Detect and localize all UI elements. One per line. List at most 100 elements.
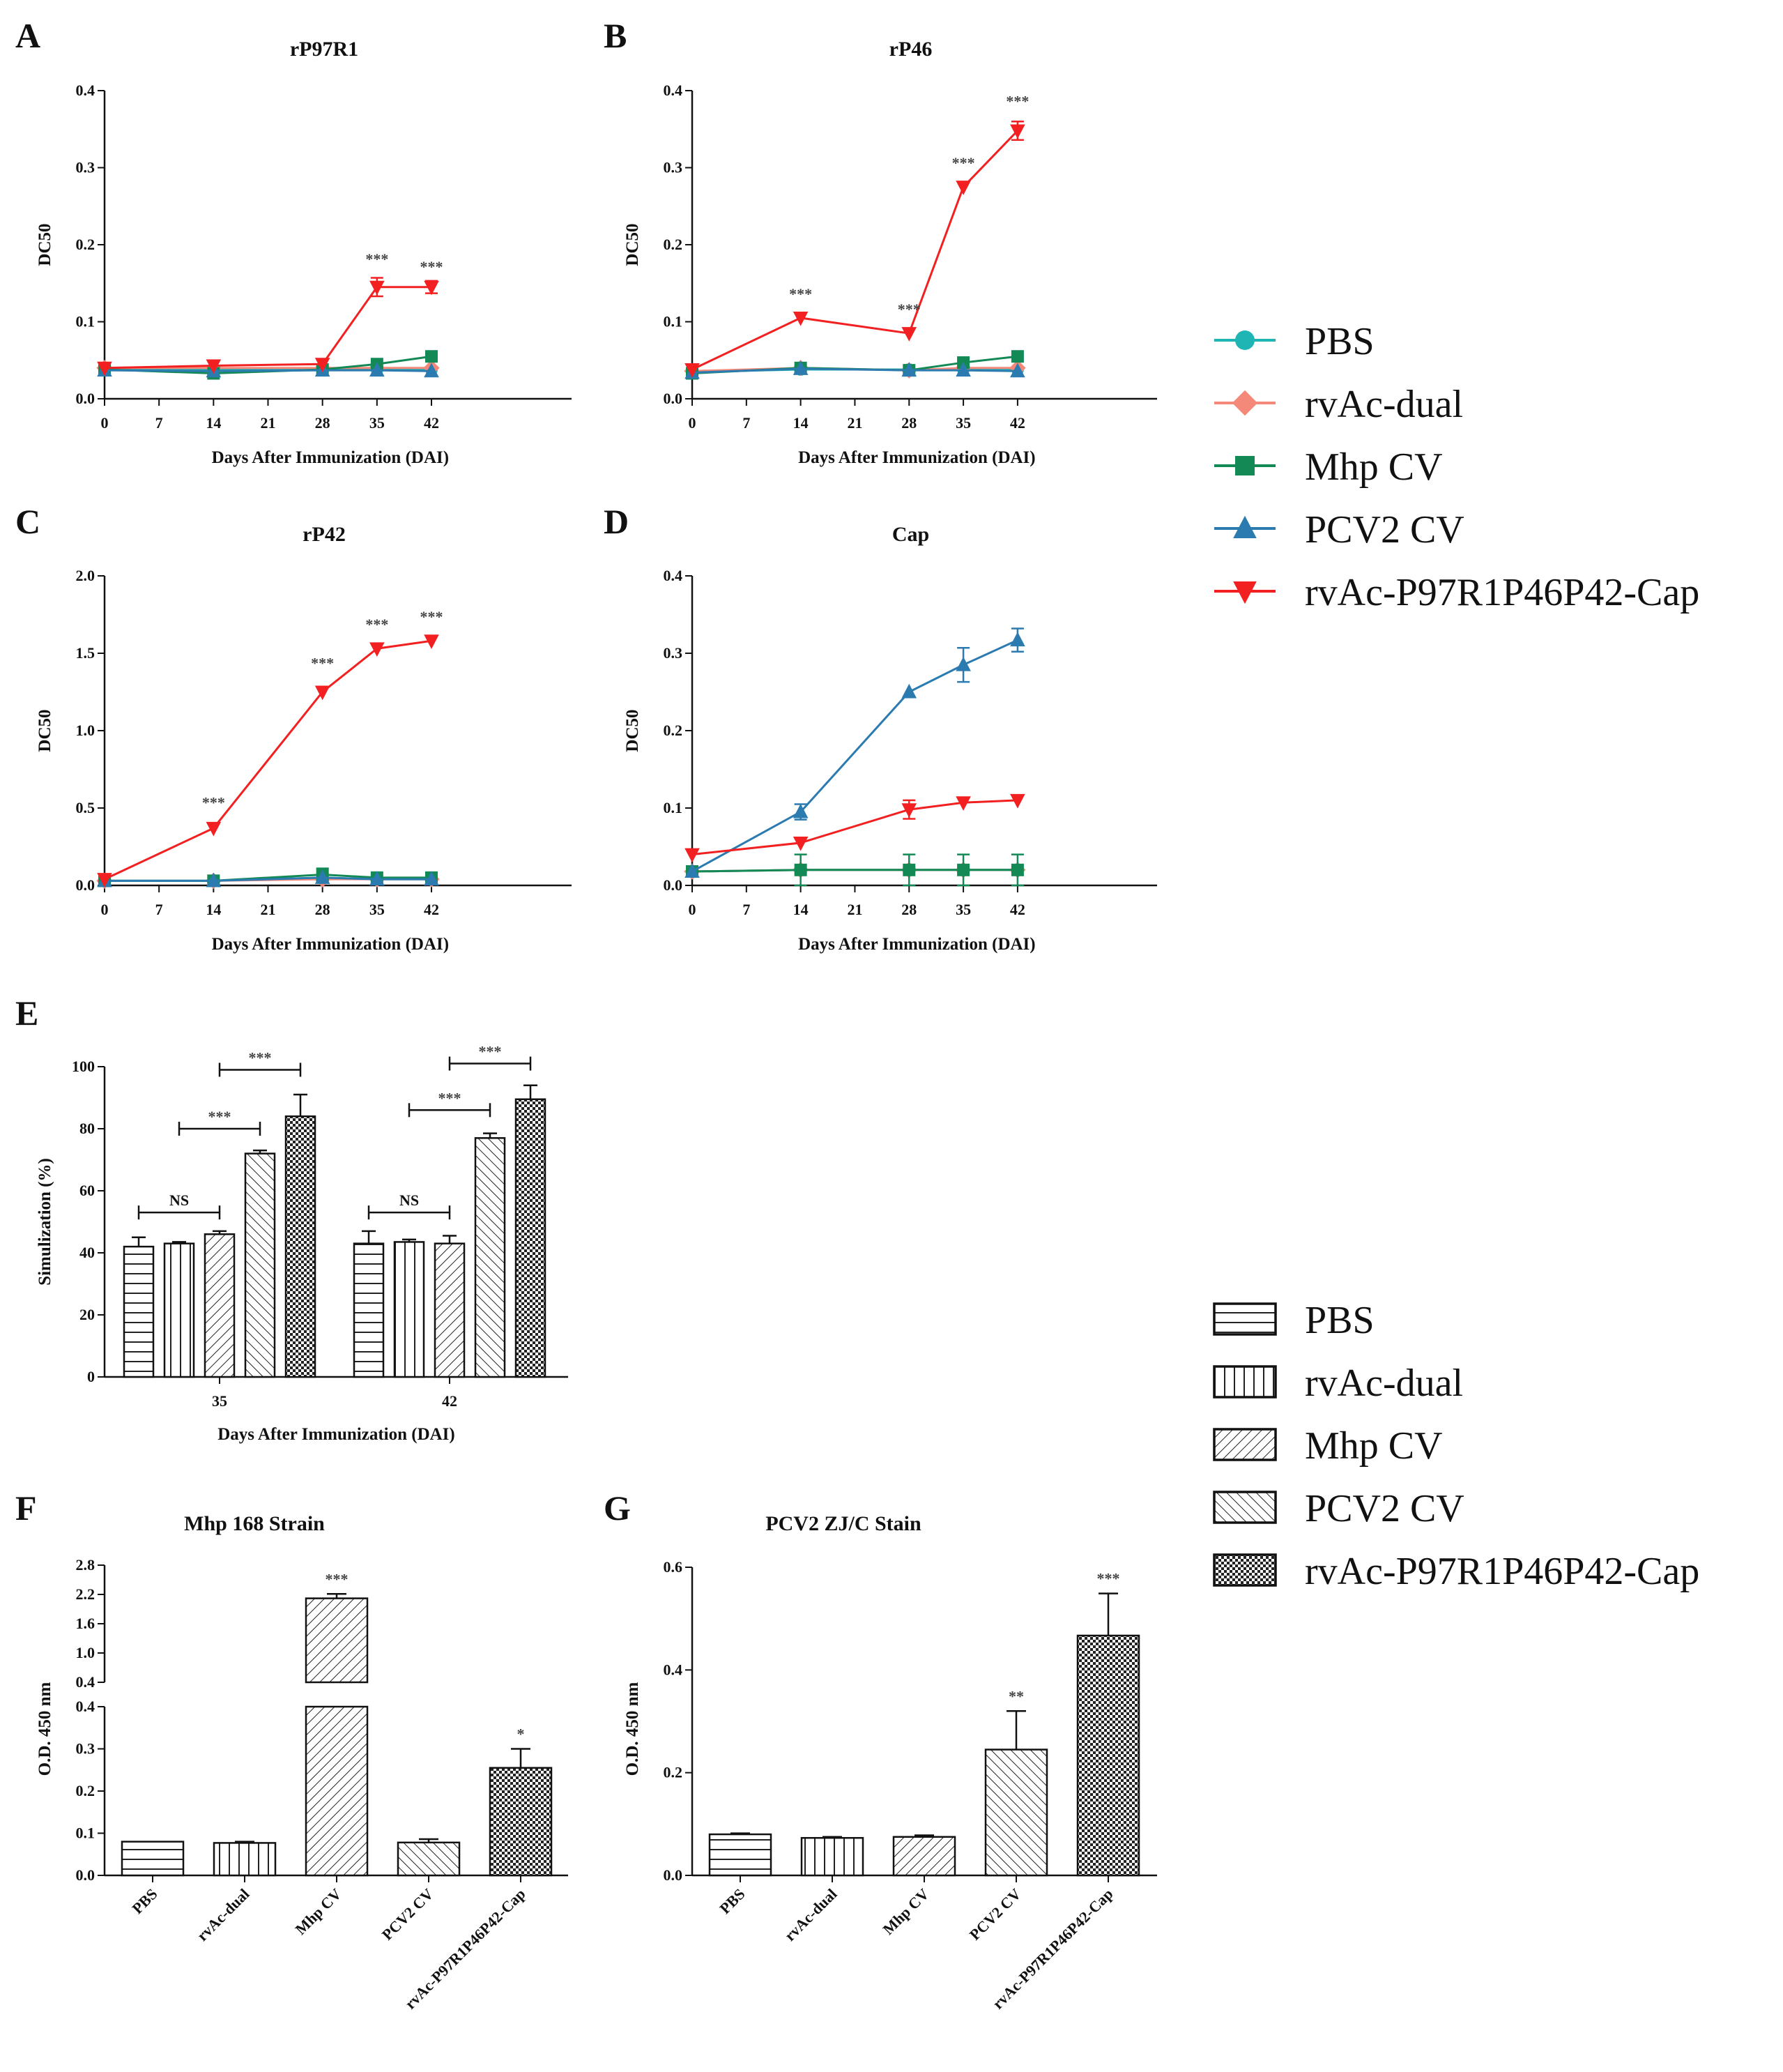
data-point bbox=[1010, 793, 1025, 809]
data-point bbox=[901, 362, 917, 377]
panel-label-d: D bbox=[604, 502, 629, 541]
significance-label: *** bbox=[789, 285, 812, 303]
data-point bbox=[314, 358, 330, 372]
y-tick-label: 0.0 bbox=[76, 390, 95, 407]
significance-label: *** bbox=[1006, 93, 1029, 110]
y-tick-label: 0.4 bbox=[76, 1698, 95, 1715]
legend-pattern-swatch bbox=[1213, 1491, 1277, 1524]
significance-label: *** bbox=[420, 608, 443, 625]
x-axis-label: Days After Immunization (DAI) bbox=[798, 935, 1036, 954]
chart-panel-f: Mhp 168 Strain 0.0 0.1 0.2 0.3 0.4 0.4 1.0 1.6 2.… bbox=[36, 1512, 568, 2013]
data-point bbox=[684, 863, 700, 878]
significance-label: * bbox=[517, 1726, 525, 1743]
legend-label: rvAc-P97R1P46P42-Cap bbox=[1305, 571, 1699, 614]
bar-legend: PBS rvAc-dual Mhp CV PCV2 CV rvAc-P97R1P46P4… bbox=[1213, 1299, 1699, 1593]
y-tick-label: 0.0 bbox=[76, 1866, 95, 1884]
x-tick-label: 14 bbox=[793, 414, 809, 432]
bracket-label: NS bbox=[399, 1191, 419, 1209]
x-tick-label: rvAc-dual bbox=[193, 1885, 252, 1944]
significance-label: *** bbox=[365, 616, 388, 633]
bar bbox=[892, 1836, 956, 1877]
x-tick-label: 42 bbox=[442, 1392, 457, 1410]
x-axis-label: Days After Immunization (DAI) bbox=[212, 935, 450, 954]
data-point bbox=[793, 360, 809, 375]
chart-panel-e: 0 20 40 60 80 100 Simulization (%) Days After I… bbox=[36, 1043, 568, 1444]
x-tick-label: 7 bbox=[155, 414, 163, 432]
x-axis-label: Days After Immunization (DAI) bbox=[798, 448, 1036, 467]
y-tick-label: 0.5 bbox=[76, 799, 95, 816]
bar bbox=[393, 1241, 425, 1378]
data-point bbox=[97, 361, 112, 376]
data-point bbox=[1010, 124, 1025, 139]
y-tick-label: 0.0 bbox=[664, 876, 683, 894]
data-point bbox=[956, 362, 971, 377]
bar-lower-segment bbox=[305, 1705, 369, 1877]
legend-label: PBS bbox=[1305, 1299, 1375, 1342]
legend-pattern-swatch bbox=[1213, 1302, 1277, 1336]
y-tick-label: 1.6 bbox=[76, 1615, 95, 1632]
y-tick-label: 0.3 bbox=[664, 644, 683, 662]
x-tick-label: 28 bbox=[315, 414, 330, 432]
y-tick-label: 0 bbox=[87, 1368, 95, 1385]
x-tick-label: 21 bbox=[847, 901, 862, 918]
data-point bbox=[684, 848, 700, 863]
bar bbox=[514, 1098, 546, 1378]
chart-panel-b: rP46 0.0 0.1 0.2 0.3 0.4 0 7 14 21 28 35 42 Days Afte… bbox=[623, 38, 1157, 467]
y-tick-label: 20 bbox=[79, 1306, 95, 1323]
y-tick-label: 0.2 bbox=[664, 1764, 683, 1781]
bar bbox=[984, 1749, 1048, 1877]
y-tick-label: 0.1 bbox=[76, 313, 95, 330]
y-tick-label: 2.2 bbox=[76, 1585, 95, 1603]
bar bbox=[121, 1841, 185, 1877]
data-point bbox=[793, 836, 809, 851]
series-line bbox=[691, 639, 1018, 873]
data-point bbox=[369, 280, 385, 296]
x-tick-label: PCV2 CV bbox=[378, 1885, 437, 1944]
x-tick-label: PCV2 CV bbox=[966, 1885, 1025, 1944]
series-line bbox=[104, 369, 432, 372]
x-tick-label: 28 bbox=[315, 901, 330, 918]
y-axis-label: O.D. 450 nm bbox=[623, 1682, 642, 1776]
significance-label: *** bbox=[326, 1570, 349, 1587]
chart-panel-g: PCV2 ZJ/C Stain 0.0 0.2 0.4 0.6 O.D. 450 nm PB… bbox=[623, 1512, 1157, 2013]
data-point bbox=[957, 863, 970, 876]
x-tick-label: 42 bbox=[424, 901, 439, 918]
bar bbox=[123, 1245, 155, 1378]
y-tick-label: 0.2 bbox=[76, 1782, 95, 1799]
chart-title: rP97R1 bbox=[290, 38, 358, 61]
data-point bbox=[206, 872, 222, 888]
bar bbox=[353, 1242, 385, 1378]
chart-title: Cap bbox=[892, 523, 929, 546]
data-point bbox=[425, 350, 438, 363]
x-tick-label: 35 bbox=[956, 414, 971, 432]
y-tick-label: 100 bbox=[72, 1058, 95, 1075]
y-tick-label: 0.1 bbox=[76, 1825, 95, 1842]
bracket-label: *** bbox=[438, 1089, 461, 1106]
significance-label: *** bbox=[952, 154, 975, 172]
legend-label: PCV2 CV bbox=[1305, 508, 1464, 551]
y-tick-label: 0.4 bbox=[664, 82, 683, 99]
y-tick-label: 0.4 bbox=[76, 82, 95, 99]
x-axis-label: Days After Immunization (DAI) bbox=[212, 448, 450, 467]
panel-label-a: A bbox=[15, 16, 40, 55]
legend-pattern-swatch bbox=[1213, 1553, 1277, 1587]
y-tick-label: 40 bbox=[79, 1244, 95, 1261]
x-tick-label: 14 bbox=[206, 414, 221, 432]
data-point bbox=[206, 821, 222, 837]
bar bbox=[213, 1842, 277, 1877]
x-tick-label: 0 bbox=[689, 414, 696, 432]
x-tick-label: 0 bbox=[689, 901, 696, 918]
data-point bbox=[314, 685, 330, 701]
y-tick-label: 0.1 bbox=[664, 313, 683, 330]
data-point bbox=[1011, 863, 1024, 876]
legend-label: PBS bbox=[1305, 320, 1375, 363]
data-point bbox=[956, 181, 971, 195]
legend-label: rvAc-dual bbox=[1305, 1362, 1463, 1405]
chart-panel-d: Cap 0.0 0.1 0.2 0.3 0.4 0 7 14 21 28 35 42 Days After… bbox=[623, 523, 1157, 954]
y-tick-label: 80 bbox=[79, 1120, 95, 1137]
data-point bbox=[369, 642, 385, 657]
data-point bbox=[424, 363, 439, 378]
legend-marker bbox=[1233, 581, 1257, 604]
y-axis-label: DC50 bbox=[623, 223, 642, 266]
data-point bbox=[956, 656, 971, 671]
